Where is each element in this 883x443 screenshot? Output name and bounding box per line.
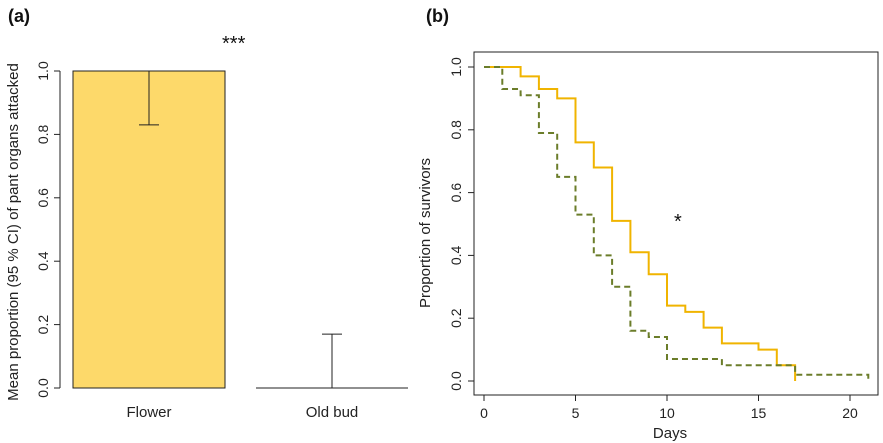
panel-a-category-labels: Flower Old bud bbox=[126, 404, 358, 421]
panel-b-x-tick-label: 0 bbox=[480, 405, 488, 421]
panel-b-y-tick-label: 0.6 bbox=[448, 183, 464, 203]
panel-b-y-axis-label: Proportion of survivors bbox=[417, 158, 434, 308]
panel-b-y-tick-label: 0.4 bbox=[448, 245, 464, 265]
panel-b-y-tick-label: 0.8 bbox=[448, 120, 464, 140]
panel-b-axis-ticks: 0.0 0.2 0.4 0.6 0.8 1.0 0 5 10 15 20 bbox=[448, 57, 858, 421]
survival-curve-solid bbox=[484, 66, 797, 381]
panel-b-label: (b) bbox=[426, 6, 449, 26]
panel-b-y-tick-label: 0.0 bbox=[448, 371, 464, 391]
panel-a-significance: *** bbox=[222, 33, 246, 55]
panel-b-x-tick-label: 5 bbox=[572, 405, 580, 421]
panel-a-y-axis-label: Mean proportion (95 % CI) of pant organs… bbox=[5, 63, 22, 401]
panel-b-x-tick-label: 20 bbox=[842, 405, 858, 421]
panel-a-bar-chart: (a) *** Mean proportion (95 % CI) of pan… bbox=[5, 6, 408, 421]
panel-b-y-tick-label: 0.2 bbox=[448, 308, 464, 328]
category-label: Flower bbox=[126, 404, 171, 421]
panel-a-y-tick-label: 0.0 bbox=[35, 378, 51, 398]
panel-b-survival-chart: (b) * Proportion of survivors Days 0.00.… bbox=[417, 6, 879, 442]
panel-a-y-tick-label: 0.4 bbox=[35, 251, 51, 271]
panel-a-y-tick-label: 0.6 bbox=[35, 188, 51, 208]
category-label: Old bud bbox=[306, 404, 359, 421]
panel-a-y-tick-label: 1.0 bbox=[35, 61, 51, 81]
panel-a-label: (a) bbox=[8, 6, 30, 26]
panel-b-survival-curves bbox=[484, 66, 870, 381]
panel-a-bars bbox=[72, 70, 408, 389]
panel-a-y-tick-label: 0.8 bbox=[35, 124, 51, 144]
survival-curve-dashed bbox=[484, 66, 870, 381]
panel-b-x-axis-label: Days bbox=[653, 425, 687, 442]
panel-b-plot-frame bbox=[473, 51, 879, 396]
panel-b-significance: * bbox=[674, 211, 682, 233]
panel-b-y-tick-label: 1.0 bbox=[448, 57, 464, 77]
panel-a-y-ticks: 0.0 0.2 0.4 0.6 0.8 1.0 bbox=[35, 61, 61, 398]
panel-a-y-tick-label: 0.2 bbox=[35, 315, 51, 335]
panel-b-x-tick-label: 15 bbox=[751, 405, 767, 421]
panel-b-x-tick-label: 10 bbox=[659, 405, 675, 421]
